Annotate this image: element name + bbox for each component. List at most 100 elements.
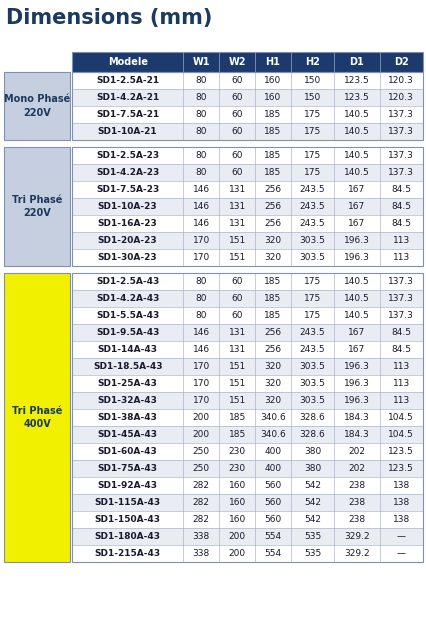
Text: 170: 170 bbox=[192, 362, 210, 371]
Text: SD1-7.5A-23: SD1-7.5A-23 bbox=[96, 185, 159, 194]
Text: 250: 250 bbox=[192, 447, 209, 456]
Text: 140.5: 140.5 bbox=[343, 294, 369, 303]
Text: 113: 113 bbox=[392, 253, 409, 262]
Bar bbox=[72, 426, 422, 443]
Text: 170: 170 bbox=[192, 379, 210, 388]
Text: 542: 542 bbox=[303, 515, 320, 524]
Text: SD1-20A-23: SD1-20A-23 bbox=[98, 236, 157, 245]
Text: 167: 167 bbox=[348, 185, 365, 194]
Bar bbox=[72, 147, 422, 164]
Text: 200: 200 bbox=[228, 549, 245, 558]
Text: 60: 60 bbox=[231, 277, 242, 286]
Text: 560: 560 bbox=[264, 498, 281, 507]
Text: 138: 138 bbox=[392, 515, 409, 524]
Text: 196.3: 196.3 bbox=[343, 253, 369, 262]
Text: 400: 400 bbox=[264, 464, 281, 473]
Bar bbox=[72, 324, 422, 341]
Text: D2: D2 bbox=[393, 57, 408, 67]
Text: 238: 238 bbox=[348, 498, 365, 507]
Text: 131: 131 bbox=[228, 328, 245, 337]
Text: 320: 320 bbox=[264, 379, 281, 388]
Bar bbox=[72, 249, 422, 266]
Text: 202: 202 bbox=[348, 447, 365, 456]
Text: SD1-92A-43: SD1-92A-43 bbox=[98, 481, 157, 490]
Text: SD1-2.5A-21: SD1-2.5A-21 bbox=[96, 76, 159, 85]
Text: 303.5: 303.5 bbox=[299, 396, 325, 405]
Text: 184.3: 184.3 bbox=[343, 413, 369, 422]
Text: 560: 560 bbox=[264, 481, 281, 490]
Bar bbox=[4, 72, 70, 140]
Text: Modele: Modele bbox=[107, 57, 147, 67]
Text: 380: 380 bbox=[303, 464, 320, 473]
Text: 200: 200 bbox=[192, 430, 209, 439]
Text: 175: 175 bbox=[303, 168, 320, 177]
Text: 303.5: 303.5 bbox=[299, 379, 325, 388]
Text: 84.5: 84.5 bbox=[390, 202, 410, 211]
Text: 146: 146 bbox=[192, 328, 209, 337]
Text: 123.5: 123.5 bbox=[343, 76, 369, 85]
Text: 140.5: 140.5 bbox=[343, 168, 369, 177]
Text: 151: 151 bbox=[228, 379, 245, 388]
Text: 80: 80 bbox=[195, 277, 207, 286]
Text: 243.5: 243.5 bbox=[299, 185, 325, 194]
Text: 320: 320 bbox=[264, 236, 281, 245]
Text: 146: 146 bbox=[192, 219, 209, 228]
Text: 137.3: 137.3 bbox=[388, 127, 413, 136]
Text: SD1-32A-43: SD1-32A-43 bbox=[98, 396, 157, 405]
Text: Mono Phasé
220V: Mono Phasé 220V bbox=[4, 94, 70, 118]
Text: 84.5: 84.5 bbox=[390, 345, 410, 354]
Bar bbox=[4, 147, 70, 266]
Text: 137.3: 137.3 bbox=[388, 311, 413, 320]
Text: SD1-150A-43: SD1-150A-43 bbox=[95, 515, 160, 524]
Text: 160: 160 bbox=[228, 515, 245, 524]
Text: 185: 185 bbox=[264, 168, 281, 177]
Text: —: — bbox=[396, 549, 405, 558]
Text: 175: 175 bbox=[303, 127, 320, 136]
Text: 243.5: 243.5 bbox=[299, 202, 325, 211]
Text: 282: 282 bbox=[192, 515, 209, 524]
Bar bbox=[72, 164, 422, 181]
Text: 140.5: 140.5 bbox=[343, 110, 369, 119]
Text: 60: 60 bbox=[231, 110, 242, 119]
Text: 60: 60 bbox=[231, 151, 242, 160]
Text: 140.5: 140.5 bbox=[343, 127, 369, 136]
Text: 84.5: 84.5 bbox=[390, 219, 410, 228]
Text: 175: 175 bbox=[303, 151, 320, 160]
Text: 146: 146 bbox=[192, 202, 209, 211]
Text: 123.5: 123.5 bbox=[343, 93, 369, 102]
Text: 80: 80 bbox=[195, 76, 207, 85]
Text: W1: W1 bbox=[192, 57, 210, 67]
Text: 113: 113 bbox=[392, 396, 409, 405]
Bar bbox=[72, 273, 422, 562]
Text: SD1-75A-43: SD1-75A-43 bbox=[98, 464, 157, 473]
Text: 80: 80 bbox=[195, 311, 207, 320]
Text: SD1-14A-43: SD1-14A-43 bbox=[98, 345, 157, 354]
Text: 200: 200 bbox=[228, 532, 245, 541]
Text: SD1-10A-23: SD1-10A-23 bbox=[98, 202, 157, 211]
Bar bbox=[72, 307, 422, 324]
Text: 243.5: 243.5 bbox=[299, 328, 325, 337]
Bar bbox=[72, 232, 422, 249]
Text: 243.5: 243.5 bbox=[299, 345, 325, 354]
Text: 542: 542 bbox=[303, 498, 320, 507]
Text: 185: 185 bbox=[264, 311, 281, 320]
Text: 150: 150 bbox=[303, 93, 320, 102]
Text: 230: 230 bbox=[228, 447, 245, 456]
Text: 303.5: 303.5 bbox=[299, 236, 325, 245]
Text: 167: 167 bbox=[348, 219, 365, 228]
Text: 329.2: 329.2 bbox=[343, 532, 369, 541]
Text: 303.5: 303.5 bbox=[299, 362, 325, 371]
Text: 84.5: 84.5 bbox=[390, 185, 410, 194]
Text: 146: 146 bbox=[192, 345, 209, 354]
Bar bbox=[72, 215, 422, 232]
Bar bbox=[72, 89, 422, 106]
Text: 303.5: 303.5 bbox=[299, 253, 325, 262]
Text: 256: 256 bbox=[264, 328, 281, 337]
Text: 137.3: 137.3 bbox=[388, 151, 413, 160]
Text: 60: 60 bbox=[231, 127, 242, 136]
Text: SD1-38A-43: SD1-38A-43 bbox=[98, 413, 157, 422]
Text: 329.2: 329.2 bbox=[343, 549, 369, 558]
Text: 175: 175 bbox=[303, 277, 320, 286]
Text: 80: 80 bbox=[195, 294, 207, 303]
Text: 60: 60 bbox=[231, 76, 242, 85]
